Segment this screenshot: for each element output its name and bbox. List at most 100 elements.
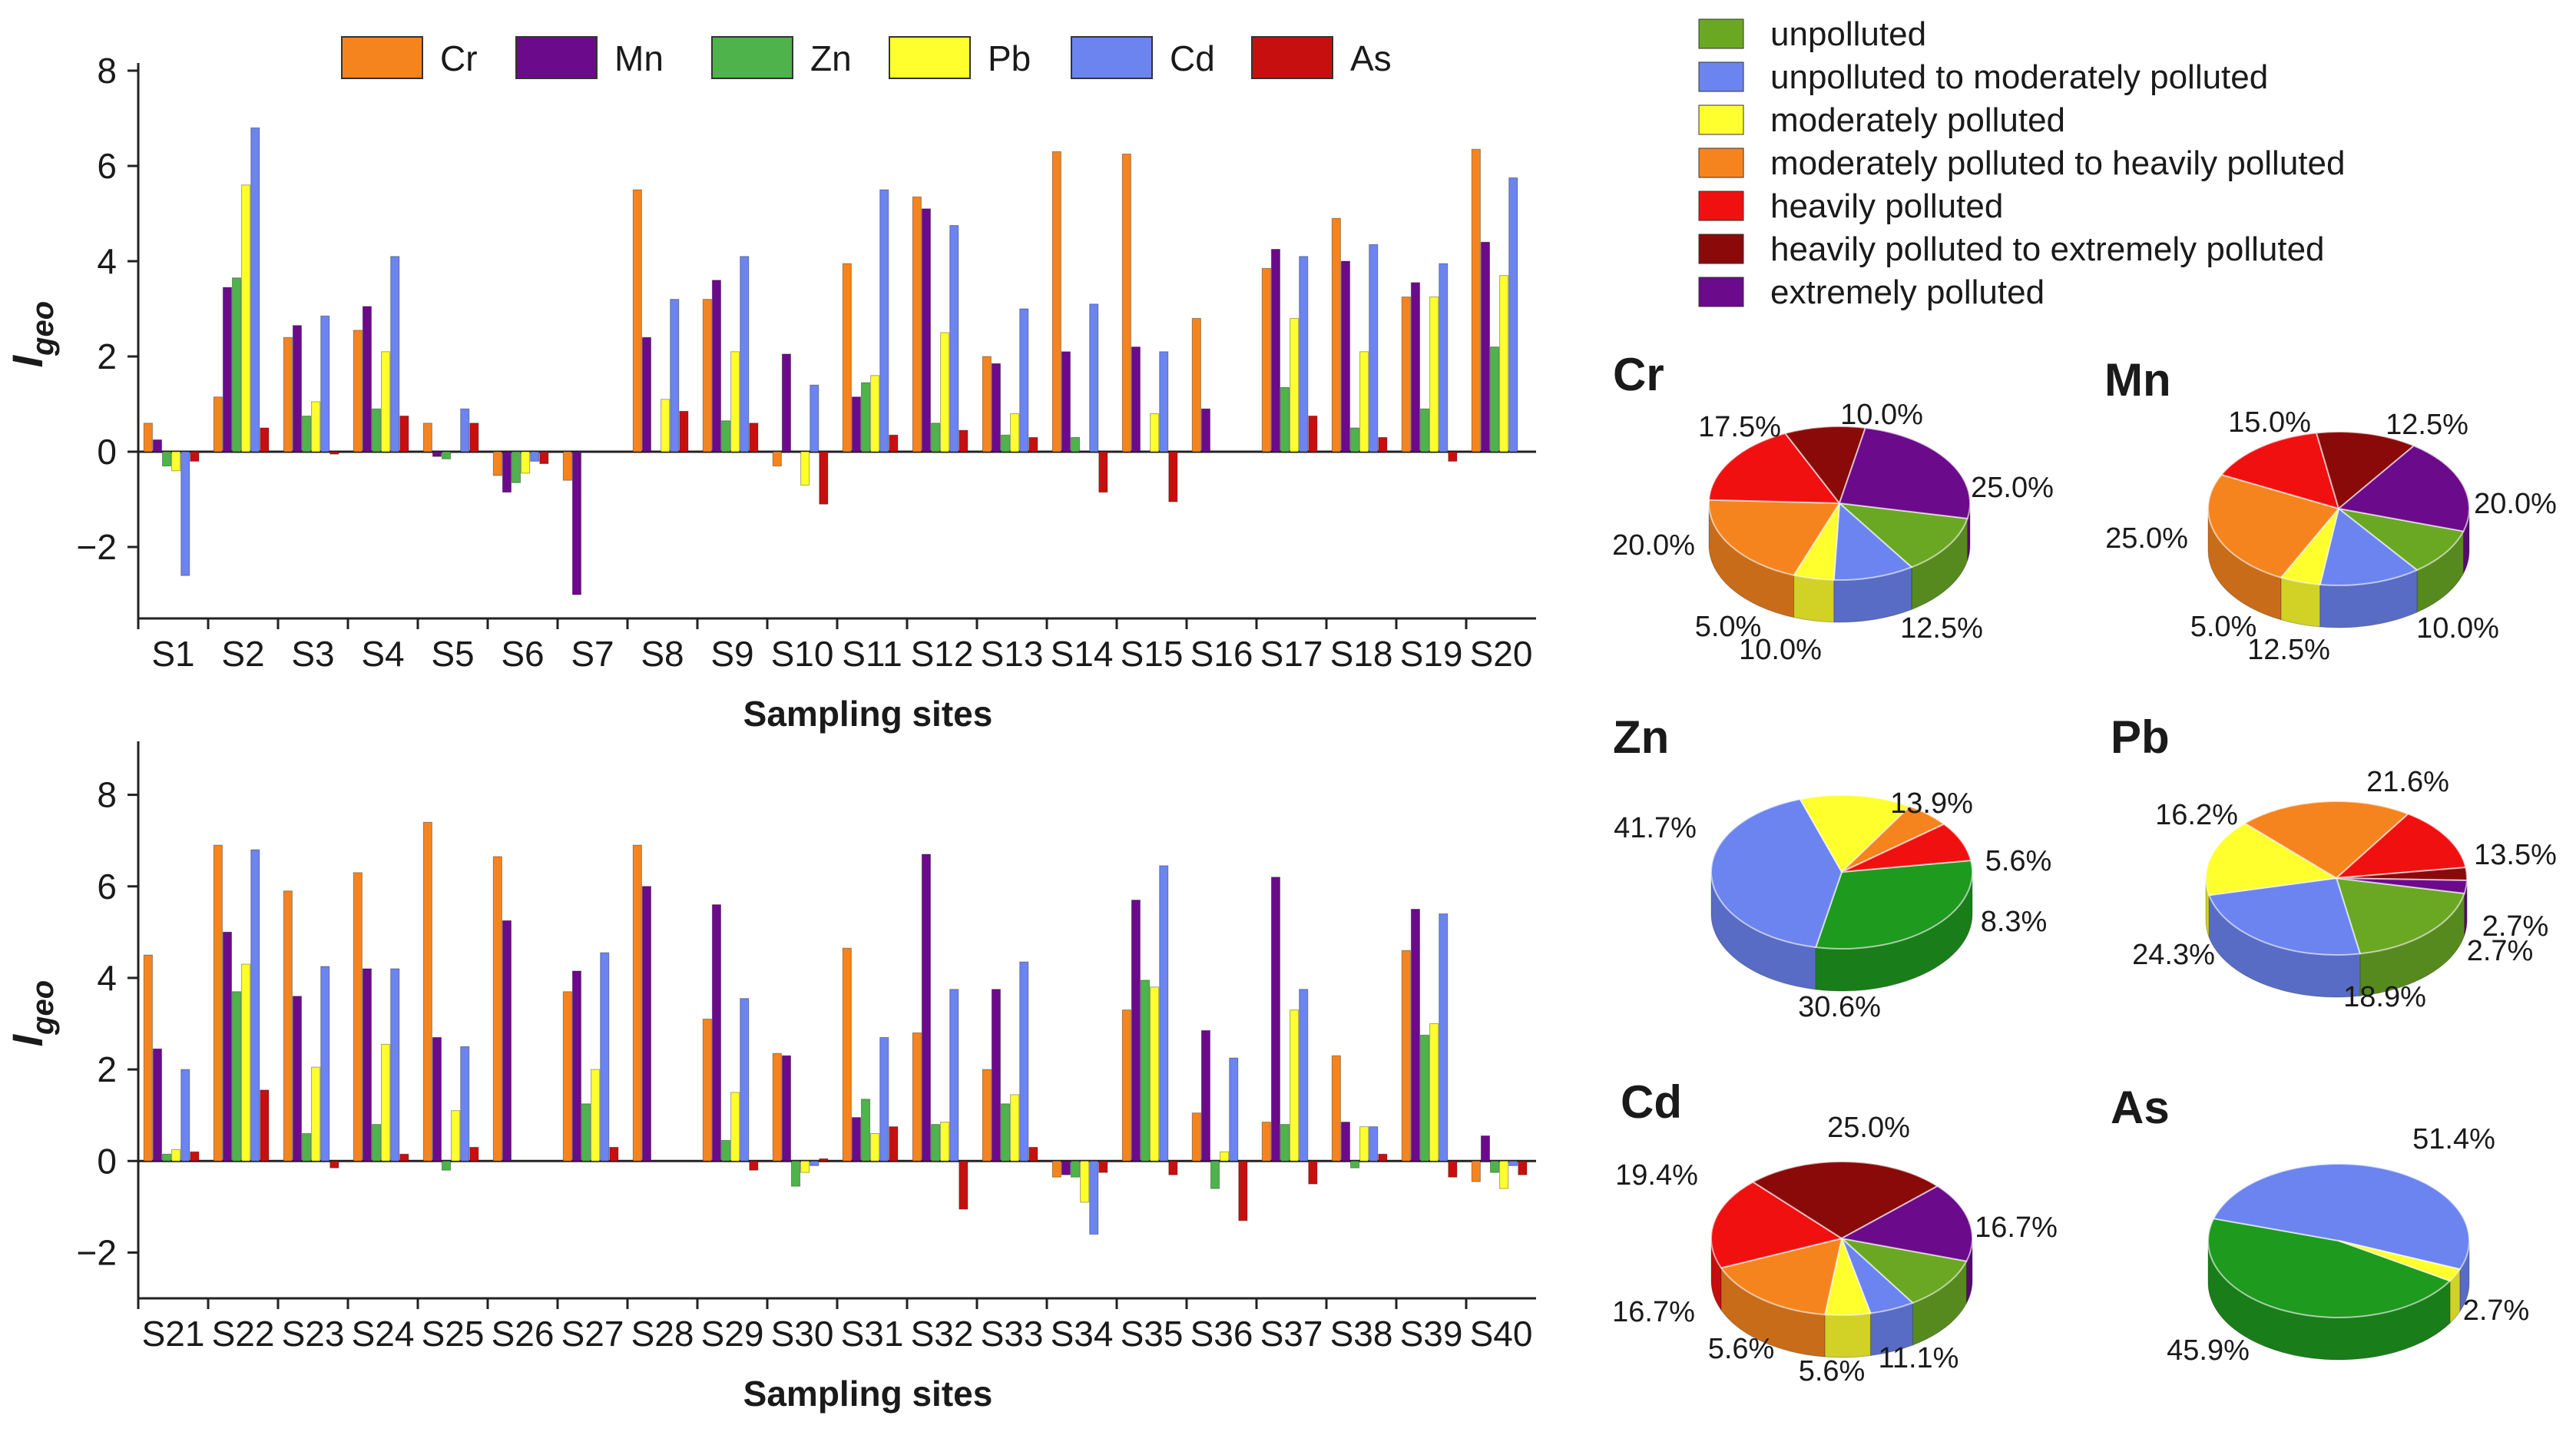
- bar-s27-as: [609, 1146, 619, 1162]
- bar-s19-cd: [1439, 263, 1449, 452]
- pie-label: 5.6%: [1799, 1355, 1866, 1387]
- pie-label: 12.5%: [2386, 409, 2468, 441]
- legend-label-as: As: [1350, 38, 1392, 78]
- pie-slice: [1841, 823, 1972, 873]
- bar-s27-cr: [562, 991, 572, 1162]
- bar-s19-mn: [1410, 282, 1421, 452]
- x-tick-label-s27: S27: [561, 1314, 624, 1354]
- bar-s22-cr: [213, 844, 223, 1162]
- pie-label: 10.0%: [1739, 634, 1822, 666]
- bar-s31-as: [889, 1126, 899, 1162]
- bar-s35-zn: [1141, 980, 1151, 1162]
- bar-s36-cd: [1229, 1057, 1239, 1162]
- bar-s4-pb: [381, 351, 391, 452]
- bar-s10-cd: [810, 384, 819, 452]
- bar-s39-as: [1448, 1160, 1458, 1178]
- category-swatch-0: [1698, 18, 1744, 49]
- legend-swatch-as: [1251, 36, 1333, 79]
- pie-slice: [2338, 1240, 2462, 1282]
- legend-swatch-mn: [515, 36, 598, 79]
- bar-s21-as: [190, 1151, 200, 1162]
- bar-s24-cd: [390, 968, 400, 1162]
- category-swatch-4: [1698, 191, 1744, 221]
- pie-label: 10.0%: [2416, 612, 2499, 645]
- bar-s19-cr: [1401, 297, 1411, 452]
- bar-s33-mn: [991, 989, 1002, 1162]
- bar-s3-pb: [311, 401, 321, 452]
- pie-slice: [1708, 432, 1842, 505]
- pie-label: 20.0%: [1612, 529, 1695, 562]
- pie-label: 11.1%: [1879, 1342, 1959, 1374]
- pie-label: 15.0%: [2228, 406, 2311, 439]
- bar-s27-mn: [571, 970, 582, 1162]
- x-tick-label-s16: S16: [1190, 634, 1253, 674]
- bar-s5-cr: [422, 423, 432, 452]
- bar-s30-cr: [772, 1052, 782, 1162]
- y-tick-label: −2: [77, 1232, 117, 1272]
- bar-s39-zn: [1420, 1034, 1430, 1162]
- pie-label: 13.9%: [1890, 787, 1973, 820]
- bar-s18-as: [1378, 436, 1388, 452]
- pie-label: 17.5%: [1698, 411, 1781, 443]
- bar-s28-cr: [632, 844, 642, 1162]
- pie-title: Zn: [1613, 711, 1669, 763]
- bar-s4-cd: [390, 256, 400, 452]
- bar-s20-zn: [1490, 346, 1500, 452]
- bar-s29-cr: [702, 1019, 712, 1162]
- x-tick-label-s13: S13: [981, 634, 1044, 674]
- bar-s17-as: [1308, 416, 1318, 452]
- bar-s2-cd: [250, 127, 260, 452]
- bar-s7-mn: [571, 451, 582, 595]
- bar-s27-pb: [591, 1069, 601, 1162]
- pie-slice: [1839, 1237, 1968, 1304]
- bar-s31-cd: [879, 1036, 889, 1162]
- bar-s8-as: [679, 410, 689, 452]
- bar-s2-mn: [222, 287, 232, 452]
- bar-s9-cr: [702, 299, 712, 452]
- bar-s30-zn: [791, 1160, 801, 1187]
- x-tick-label-s31: S31: [841, 1314, 904, 1354]
- bar-s22-as: [260, 1089, 270, 1162]
- bar-s27-cd: [600, 952, 610, 1162]
- y-tick-label: 8: [97, 51, 117, 91]
- bar-s15-mn: [1131, 346, 1141, 452]
- legend-label-cd: Cd: [1170, 38, 1215, 78]
- pie-label: 30.6%: [1798, 991, 1881, 1023]
- y-tick-label: 0: [97, 432, 117, 472]
- bar-s23-pb: [311, 1066, 321, 1162]
- bar-s12-pb: [940, 332, 950, 452]
- bar-s38-cr: [1331, 1055, 1341, 1162]
- bar-s23-as: [329, 1160, 339, 1168]
- x-tick-label-s38: S38: [1330, 1314, 1393, 1354]
- pie-label: 25.0%: [2105, 522, 2188, 555]
- bar-s10-cr: [772, 451, 782, 467]
- pie-slice: [1838, 426, 1971, 519]
- y-axis-title-sub: geo: [26, 301, 60, 356]
- bar-s7-cr: [562, 451, 572, 481]
- bar-s3-cr: [283, 336, 293, 452]
- pie-slice: [2336, 877, 2468, 894]
- bar-s2-as: [260, 427, 270, 452]
- bar-s36-mn: [1200, 1029, 1211, 1162]
- category-label-1: unpolluted to moderately polluted: [1770, 58, 2268, 96]
- x-tick-label-s2: S2: [221, 634, 264, 674]
- x-tick-label-s9: S9: [710, 634, 753, 674]
- y-tick-label: 8: [97, 775, 117, 815]
- pie-title: Pb: [2111, 711, 2170, 763]
- bar-s16-cr: [1191, 317, 1201, 452]
- bar-s23-mn: [292, 996, 302, 1162]
- bar-s35-pb: [1150, 986, 1160, 1162]
- bar-s22-pb: [241, 963, 251, 1162]
- pie-label: 12.5%: [1900, 612, 1983, 645]
- bar-s18-zn: [1350, 427, 1360, 452]
- y-axis-title: Igeo: [3, 301, 60, 368]
- bar-s29-pb: [730, 1092, 740, 1162]
- bar-s14-cd: [1089, 303, 1099, 452]
- pie-label: 51.4%: [2412, 1123, 2495, 1155]
- bar-s37-pb: [1290, 1009, 1300, 1162]
- pie-slice: [2243, 801, 2410, 880]
- pie-label: 18.9%: [2343, 981, 2426, 1013]
- category-label-5: heavily polluted to extremely polluted: [1770, 230, 2325, 268]
- bar-s18-pb: [1359, 351, 1369, 452]
- bar-s31-mn: [851, 1117, 862, 1162]
